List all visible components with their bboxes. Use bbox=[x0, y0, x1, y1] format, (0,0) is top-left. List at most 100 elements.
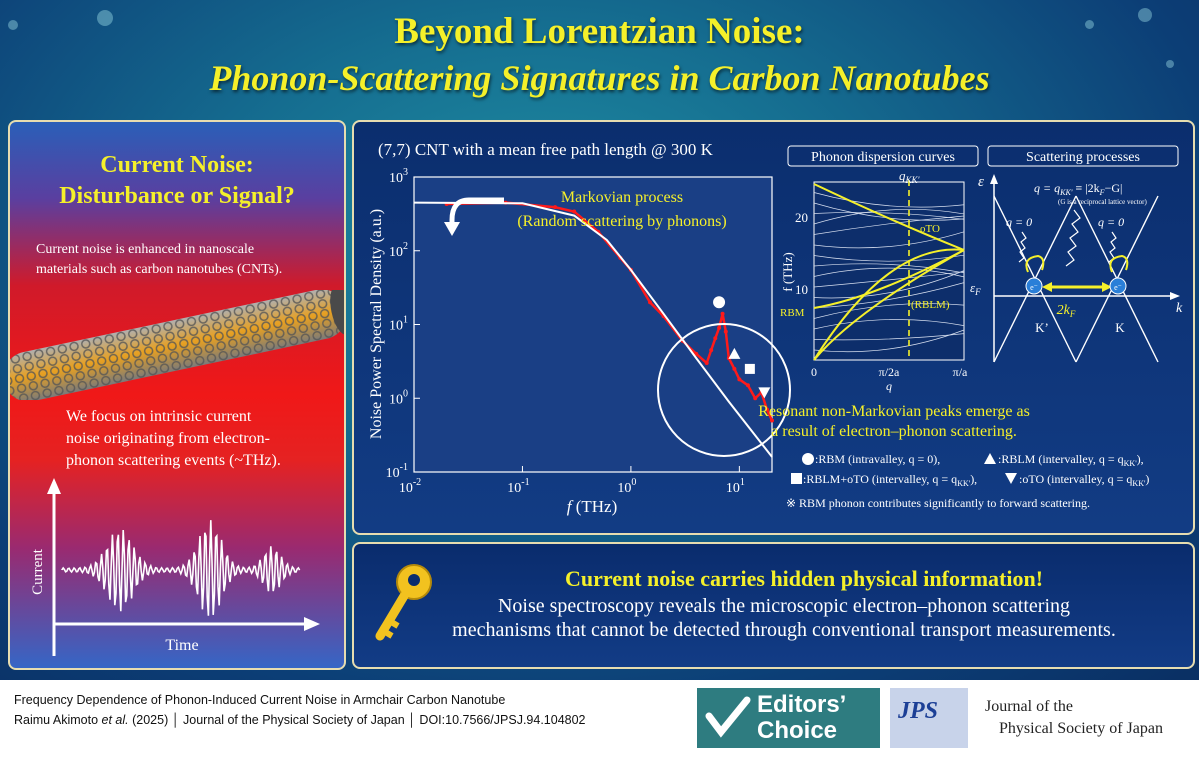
noise-data-point bbox=[572, 209, 577, 214]
dispersion-branch bbox=[813, 282, 965, 309]
current-axis-arrow bbox=[47, 478, 61, 494]
sparkle bbox=[97, 10, 113, 26]
conclusion-line2: mechanisms that cannot be detected throu… bbox=[452, 619, 1116, 641]
intro-text: Current noise is enhanced in nanoscale m… bbox=[36, 240, 282, 280]
noise-data-point bbox=[723, 329, 728, 334]
noise-data-point bbox=[720, 311, 725, 316]
k-label: k bbox=[1176, 301, 1183, 316]
journal-name: Journal of the Physical Society of Japan bbox=[985, 696, 1163, 740]
chart-header: (7,7) CNT with a mean free path length @… bbox=[378, 140, 714, 159]
rblm-branch-highlight bbox=[813, 249, 965, 361]
rbm-peak-marker bbox=[713, 296, 726, 309]
y-axis-label: Noise Power Spectral Density (a.u.) bbox=[368, 209, 385, 439]
x-tick-label: 101 bbox=[726, 477, 745, 496]
noise-data-point bbox=[732, 366, 737, 371]
x-tick-label: 10-2 bbox=[399, 477, 421, 496]
dispersion-branch bbox=[813, 329, 965, 353]
dispersion-curves bbox=[813, 183, 965, 361]
dispersion-branch bbox=[813, 263, 965, 274]
markovian-label: Markovian process bbox=[561, 189, 683, 206]
nanotube-illustration bbox=[10, 290, 344, 400]
noise-data-point bbox=[765, 407, 770, 412]
noise-data-point bbox=[647, 300, 652, 305]
dispersion-title-box bbox=[787, 145, 979, 167]
electron-left-label: e⁻ bbox=[1030, 283, 1038, 292]
dispersion-x-tick-0: 0 bbox=[811, 365, 817, 379]
sparkle bbox=[8, 20, 18, 30]
results-figure: (7,7) CNT with a mean free path length @… bbox=[368, 140, 1183, 516]
dispersion-branch bbox=[813, 271, 965, 288]
phonon-wave-center bbox=[1065, 209, 1081, 267]
dispersion-y-tick-10: 10 bbox=[795, 282, 808, 297]
focus-text: We focus on intrinsic current noise orig… bbox=[66, 406, 281, 472]
scattering-diagram: ε εF k e⁻ e⁻ 2kF K’ K q = qKK' ≡ |2kF−G|… bbox=[970, 174, 1183, 363]
legend-circle-icon bbox=[802, 453, 814, 465]
scattering-title-box bbox=[987, 145, 1179, 167]
scattering-title: Scattering processes bbox=[1026, 150, 1140, 165]
electron-right-label: e⁻ bbox=[1114, 283, 1122, 292]
noise-data-point bbox=[737, 377, 742, 382]
badge-line1: Editors’ bbox=[757, 691, 847, 718]
checkmark-hand-icon bbox=[705, 696, 751, 738]
citation-details[interactable]: (2025) │ Journal of the Physical Society… bbox=[128, 713, 586, 727]
poster-subtitle: Phonon-Scattering Signatures in Carbon N… bbox=[209, 58, 990, 98]
editors-choice-text: Editors’ Choice bbox=[757, 692, 846, 744]
jps-logo-text: JPS bbox=[898, 698, 939, 724]
dispersion-plot: f (THz) 20 10 0 π/2a π/a q qKK' oTO (RBL… bbox=[780, 168, 968, 393]
noise-data-point bbox=[770, 418, 774, 423]
y-tick-label: 103 bbox=[389, 167, 408, 186]
q0-right: q = 0 bbox=[1098, 215, 1124, 229]
dispersion-title: Phonon dispersion curves bbox=[811, 150, 955, 165]
time-axis-arrow bbox=[304, 617, 320, 631]
authors: Raimu Akimoto bbox=[14, 713, 99, 727]
intravalley-arrow-left bbox=[1025, 254, 1045, 273]
legend: :RBM (intravalley, q = 0), :RBLM (interv… bbox=[791, 452, 1149, 488]
footer: Frequency Dependence of Phonon-Induced C… bbox=[0, 680, 1199, 766]
phonon-wave-left bbox=[1018, 231, 1027, 263]
journal-line1: Journal of the bbox=[985, 698, 1073, 715]
dispersion-branch bbox=[813, 212, 965, 220]
intro-heading-line1: Current Noise: bbox=[100, 152, 254, 178]
conclusion-panel: Current noise carries hidden physical in… bbox=[352, 542, 1195, 669]
legend-oto: :oTO (intervalley, q = qKK') bbox=[1019, 472, 1149, 488]
two-kf-arrowhead-right bbox=[1102, 282, 1112, 292]
dispersion-branch bbox=[813, 333, 965, 341]
oto-branch-highlight bbox=[813, 183, 965, 251]
dispersion-branch bbox=[813, 303, 965, 319]
dispersion-y-tick-20: 20 bbox=[795, 210, 808, 225]
badge-line2: Choice bbox=[757, 717, 838, 744]
conclusion-headline: Current noise carries hidden physical in… bbox=[564, 566, 1044, 591]
intro-panel: Current Noise: Disturbance or Signal? Cu… bbox=[8, 120, 346, 670]
valley-k-prime: K’ bbox=[1035, 320, 1049, 335]
dispersion-x-tick-end: π/a bbox=[953, 365, 968, 379]
legend-rblm-oto: :RBLM+oTO (intervalley, q = qKK'), bbox=[803, 472, 977, 488]
sparkle bbox=[1085, 20, 1094, 29]
noise-data-point bbox=[745, 383, 750, 388]
rblm-peak-marker bbox=[728, 347, 741, 359]
conclusion-line1: Noise spectroscopy reveals the microscop… bbox=[497, 595, 1071, 617]
y-tick-label: 101 bbox=[389, 315, 408, 334]
oto-peak-marker bbox=[758, 387, 771, 399]
rbm-label: RBM bbox=[780, 307, 805, 319]
intro-text-line2: materials such as carbon nanotubes (CNTs… bbox=[36, 262, 283, 277]
electron-right bbox=[1109, 277, 1127, 295]
oto-label: oTO bbox=[920, 223, 940, 235]
rbm-note: ※ RBM phonon contributes significantly t… bbox=[786, 496, 1090, 510]
focus-text-line1: We focus on intrinsic current bbox=[66, 408, 252, 425]
x-tick-label: 10-1 bbox=[507, 477, 529, 496]
legend-rblm: :RBLM (intervalley, q = qKK'), bbox=[998, 452, 1144, 468]
noise-data-point bbox=[717, 325, 722, 330]
markovian-arrowhead bbox=[444, 222, 460, 236]
y-tick-label: 100 bbox=[389, 388, 408, 407]
noise-data-point bbox=[753, 396, 758, 401]
q-equation-note: (G is a reciprocal lattice vector) bbox=[1058, 198, 1147, 206]
et-al: et al. bbox=[98, 713, 129, 727]
dispersion-branch bbox=[813, 231, 965, 249]
intro-text-line1: Current noise is enhanced in nanoscale bbox=[36, 242, 255, 257]
dispersion-branch bbox=[813, 267, 965, 278]
k-axis-arrow bbox=[1170, 292, 1180, 300]
noise-data-point bbox=[553, 205, 558, 210]
conclusion-body: Noise spectroscopy reveals the microscop… bbox=[374, 594, 1194, 642]
sparkle bbox=[1166, 60, 1174, 68]
